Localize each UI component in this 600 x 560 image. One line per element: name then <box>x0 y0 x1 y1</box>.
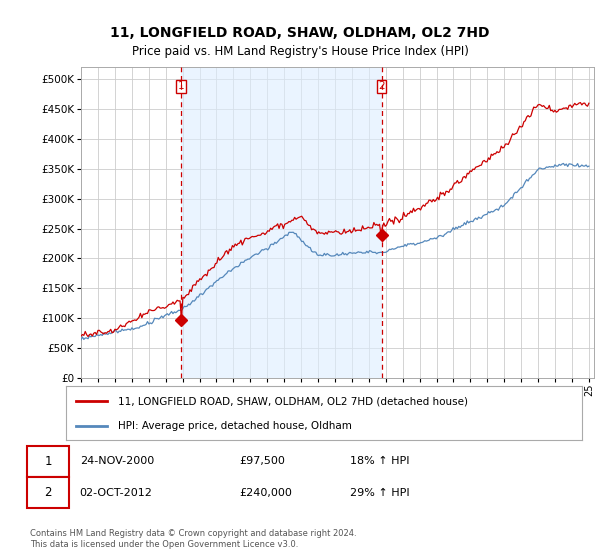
Text: 1: 1 <box>178 81 184 91</box>
Text: Contains HM Land Registry data © Crown copyright and database right 2024.
This d: Contains HM Land Registry data © Crown c… <box>30 529 356 549</box>
Text: HPI: Average price, detached house, Oldham: HPI: Average price, detached house, Oldh… <box>118 421 352 431</box>
Text: 1: 1 <box>44 455 52 468</box>
Text: £97,500: £97,500 <box>240 456 286 466</box>
Text: 02-OCT-2012: 02-OCT-2012 <box>80 488 152 498</box>
Text: 29% ↑ HPI: 29% ↑ HPI <box>350 488 410 498</box>
Text: 11, LONGFIELD ROAD, SHAW, OLDHAM, OL2 7HD (detached house): 11, LONGFIELD ROAD, SHAW, OLDHAM, OL2 7H… <box>118 396 467 407</box>
FancyBboxPatch shape <box>27 446 68 477</box>
Text: 11, LONGFIELD ROAD, SHAW, OLDHAM, OL2 7HD: 11, LONGFIELD ROAD, SHAW, OLDHAM, OL2 7H… <box>110 26 490 40</box>
Text: 2: 2 <box>44 486 52 500</box>
Text: 2: 2 <box>378 81 385 91</box>
Text: 18% ↑ HPI: 18% ↑ HPI <box>350 456 410 466</box>
FancyBboxPatch shape <box>27 477 68 508</box>
Text: £240,000: £240,000 <box>240 488 293 498</box>
Text: 24-NOV-2000: 24-NOV-2000 <box>80 456 154 466</box>
Bar <box>181 67 382 378</box>
Text: Price paid vs. HM Land Registry's House Price Index (HPI): Price paid vs. HM Land Registry's House … <box>131 45 469 58</box>
